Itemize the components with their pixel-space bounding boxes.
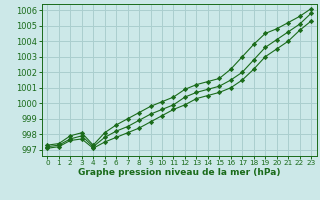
X-axis label: Graphe pression niveau de la mer (hPa): Graphe pression niveau de la mer (hPa) [78, 168, 280, 177]
